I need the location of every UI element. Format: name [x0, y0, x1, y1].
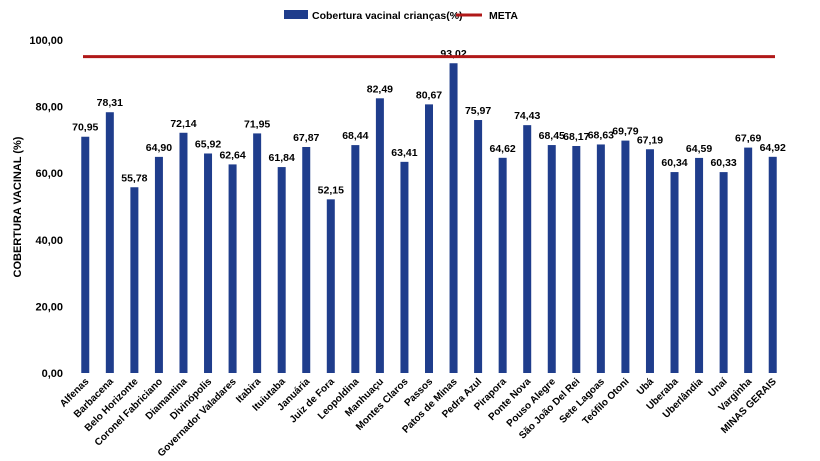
bar	[449, 63, 458, 373]
bar	[105, 112, 114, 374]
bar	[277, 167, 286, 373]
y-tick-label: 20,00	[35, 301, 63, 313]
y-tick-label: 100,00	[29, 35, 63, 47]
data-label: 68,63	[588, 129, 614, 141]
data-label: 64,92	[760, 142, 786, 154]
data-label: 72,14	[170, 118, 196, 130]
bar	[425, 104, 433, 373]
data-label: 68,45	[539, 130, 565, 142]
x-tick-label: Ubá	[635, 376, 656, 397]
bars	[81, 63, 777, 374]
bar	[670, 172, 679, 373]
data-label: 65,92	[195, 138, 221, 150]
y-tick-label: 80,00	[35, 102, 63, 114]
data-label: 64,59	[686, 143, 712, 155]
data-label: 93,02	[440, 48, 466, 60]
y-tick-label: 60,00	[35, 168, 63, 180]
data-label: 67,87	[293, 132, 319, 144]
data-label: 67,69	[735, 133, 761, 145]
data-label: 63,41	[391, 147, 417, 159]
bar	[596, 144, 605, 373]
bar	[326, 199, 335, 373]
legend-label-bar: Cobertura vacinal crianças(%)	[312, 10, 463, 22]
legend-label-line: META	[489, 10, 518, 22]
bar	[645, 149, 654, 373]
bar	[154, 156, 163, 373]
data-label: 75,97	[465, 105, 491, 117]
data-label: 80,67	[416, 89, 442, 101]
data-label: 82,49	[367, 83, 393, 95]
data-label: 78,31	[97, 97, 123, 109]
data-label: 71,95	[244, 118, 270, 130]
data-label: 64,90	[146, 142, 172, 154]
bar	[228, 164, 237, 373]
data-label: 70,95	[72, 122, 98, 134]
bar	[498, 157, 507, 373]
data-label: 68,44	[342, 130, 368, 142]
bar	[351, 145, 360, 373]
bar	[400, 161, 409, 373]
data-label: 60,34	[661, 157, 687, 169]
data-label: 67,19	[637, 134, 663, 146]
bar	[523, 125, 532, 373]
bar	[130, 187, 139, 373]
bar	[474, 120, 483, 373]
legend: Cobertura vacinal crianças(%) META	[284, 10, 518, 22]
bar	[179, 132, 188, 373]
bar	[253, 133, 262, 373]
data-label: 60,33	[710, 157, 736, 169]
data-label: 62,64	[219, 149, 245, 161]
data-label: 52,15	[318, 184, 344, 196]
data-label: 74,43	[514, 110, 540, 122]
legend-swatch-bar	[284, 10, 308, 19]
bar	[768, 156, 777, 373]
bar	[302, 146, 311, 373]
bar	[204, 153, 213, 373]
bar	[621, 140, 630, 373]
bar	[81, 136, 90, 373]
data-label: 64,62	[490, 143, 516, 155]
data-label: 68,17	[563, 131, 589, 143]
data-label: 55,78	[121, 172, 147, 184]
bar	[375, 98, 384, 374]
y-tick-label: 40,00	[35, 235, 63, 247]
y-axis-label: COBERTURA VACINAL (%)	[12, 136, 24, 277]
bar	[744, 147, 753, 373]
bar	[719, 172, 728, 373]
bar	[572, 145, 581, 373]
data-label: 69,79	[612, 126, 638, 138]
y-axis: 0,00 20,00 40,00 60,00 80,00 100,00	[29, 35, 63, 380]
bar	[547, 145, 556, 373]
y-tick-label: 0,00	[42, 368, 63, 380]
data-label: 61,84	[269, 152, 295, 164]
bar	[695, 157, 704, 373]
